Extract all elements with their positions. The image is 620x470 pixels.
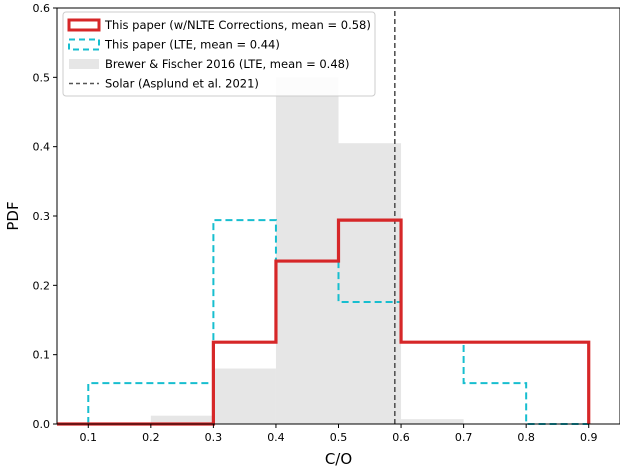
y-axis-label: PDF bbox=[4, 201, 22, 230]
x-tick-label-2: 0.3 bbox=[205, 431, 223, 444]
x-axis-ticks: 0.1 0.2 0.3 0.4 0.5 0.6 0.7 0.8 0.9 bbox=[80, 424, 598, 444]
lte-step-line bbox=[87, 219, 589, 425]
x-tick-label-7: 0.8 bbox=[517, 431, 535, 444]
y-tick-label-3: 0.3 bbox=[33, 210, 51, 223]
x-tick-label-4: 0.5 bbox=[330, 431, 348, 444]
y-tick-label-5: 0.5 bbox=[33, 71, 51, 84]
legend-swatch-brewer-fischer bbox=[69, 59, 99, 69]
x-tick-label-1: 0.2 bbox=[142, 431, 160, 444]
legend-swatch-nlte bbox=[67, 18, 101, 32]
y-tick-label-4: 0.4 bbox=[33, 141, 51, 154]
legend-label-nlte: This paper (w/NLTE Corrections, mean = 0… bbox=[104, 18, 371, 32]
bf-bar-0 bbox=[150, 415, 214, 424]
legend-label-solar: Solar (Asplund et al. 2021) bbox=[105, 77, 259, 91]
lte-histogram bbox=[87, 219, 589, 425]
y-tick-label-6: 0.6 bbox=[33, 2, 51, 15]
legend-label-lte: This paper (LTE, mean = 0.44) bbox=[104, 38, 280, 52]
legend: This paper (w/NLTE Corrections, mean = 0… bbox=[62, 11, 376, 97]
x-tick-label-3: 0.4 bbox=[267, 431, 285, 444]
y-axis-ticks: 0.0 0.1 0.2 0.3 0.4 0.5 0.6 bbox=[33, 2, 57, 431]
bf-bar-2 bbox=[275, 77, 339, 424]
x-tick-label-8: 0.9 bbox=[580, 431, 598, 444]
brewer-fischer-bars bbox=[150, 77, 464, 424]
bf-bar-1 bbox=[213, 368, 276, 424]
x-tick-label-6: 0.7 bbox=[455, 431, 473, 444]
legend-label-brewer-fischer: Brewer & Fischer 2016 (LTE, mean = 0.48) bbox=[105, 57, 349, 71]
legend-swatch-lte bbox=[68, 38, 100, 51]
bf-bar-3 bbox=[338, 143, 402, 424]
x-tick-label-5: 0.6 bbox=[392, 431, 410, 444]
y-tick-label-1: 0.1 bbox=[33, 349, 51, 362]
x-axis-label: C/O bbox=[325, 450, 352, 468]
x-tick-label-0: 0.1 bbox=[80, 431, 98, 444]
bf-bar-4 bbox=[401, 419, 464, 424]
y-tick-label-0: 0.0 bbox=[33, 418, 51, 431]
y-tick-label-2: 0.2 bbox=[33, 279, 51, 292]
legend-box bbox=[62, 11, 376, 97]
